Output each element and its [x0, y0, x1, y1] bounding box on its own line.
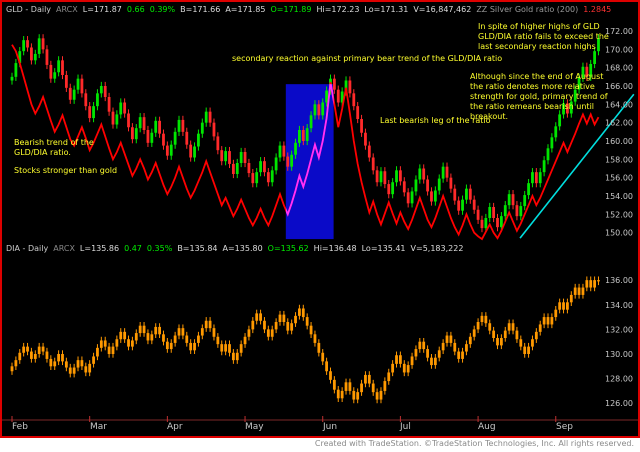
copyright-text: Created with TradeStation. ©TradeStation… [315, 439, 634, 448]
price-axis-label: 152.00 [605, 210, 633, 219]
quote-field: 0.39% [150, 5, 175, 14]
quote-field: O=171.89 [270, 5, 311, 14]
quote-field: 0.66 [127, 5, 145, 14]
month-label-may: May [245, 422, 264, 432]
quote-field: ZZ Silver Gold ratio (200) [476, 5, 578, 14]
price-axis-label: 136.00 [605, 276, 633, 285]
quote-field: 1.2845 [583, 5, 611, 14]
quote-field: A=135.80 [223, 244, 263, 253]
quote-field: ARCX [56, 5, 78, 14]
quote-field: Lo=171.31 [364, 5, 408, 14]
quote-field: Lo=135.41 [362, 244, 406, 253]
price-axis-label: 164.00 [605, 100, 633, 109]
time-axis[interactable]: Feb Mar Apr May Jun Jul Aug Sep [2, 422, 638, 434]
month-label-jun: Jun [323, 422, 337, 432]
price-axis-label: 134.00 [605, 301, 633, 310]
quote-field: O=135.62 [268, 244, 309, 253]
gld-quote-header: GLD - Daily ARCX L=171.87 0.66 0.39% B=171.66… [6, 3, 616, 16]
price-chart-canvas[interactable]: 150.00 152.00 154.00 156.00 158.00 160.00 162.… [2, 17, 638, 422]
dia-quote-header: DIA - Daily ARCX L=135.86 0.47 0.35% B=135.84… [6, 242, 468, 255]
price-axis-label: 170.00 [605, 45, 633, 54]
month-label-jul: Jul [400, 422, 411, 432]
quote-field: 0.35% [147, 244, 172, 253]
quote-field: L=171.87 [83, 5, 122, 14]
tradestation-chart-window: GLD - Daily ARCX L=171.87 0.66 0.39% B=171.66… [0, 0, 640, 438]
quote-field: GLD - Daily [6, 5, 51, 14]
price-axis-label: 126.00 [605, 399, 633, 408]
page-background: GLD - Daily ARCX L=171.87 0.66 0.39% B=171.66… [0, 0, 640, 452]
price-axis-label: 132.00 [605, 325, 633, 334]
price-axis-label: 150.00 [605, 229, 633, 238]
month-label-feb: Feb [12, 422, 28, 432]
quote-field: V=16,847,462 [413, 5, 471, 14]
quote-field: B=135.84 [177, 244, 217, 253]
quote-field: L=135.86 [80, 244, 119, 253]
quote-field: V=5,183,222 [411, 244, 464, 253]
price-axis-label: 160.00 [605, 137, 633, 146]
quote-field: ARCX [53, 244, 75, 253]
month-label-apr: Apr [167, 422, 183, 432]
price-axis-label: 154.00 [605, 192, 633, 201]
price-axis-label: 166.00 [605, 82, 633, 91]
price-axis-label: 158.00 [605, 155, 633, 164]
quote-field: Hi=136.48 [314, 244, 357, 253]
month-label-aug: Aug [478, 422, 496, 432]
price-axis-label: 156.00 [605, 174, 633, 183]
price-axis-label: 162.00 [605, 119, 633, 128]
price-axis-label: 172.00 [605, 27, 633, 36]
quote-field: Hi=172.23 [316, 5, 359, 14]
month-label-mar: Mar [90, 422, 107, 432]
price-axis-label: 168.00 [605, 64, 633, 73]
quote-field: B=171.66 [180, 5, 220, 14]
month-label-sep: Sep [556, 422, 573, 432]
quote-field: DIA - Daily [6, 244, 48, 253]
price-axis-label: 130.00 [605, 350, 633, 359]
price-axis-label: 128.00 [605, 375, 633, 384]
quote-field: A=171.85 [225, 5, 265, 14]
quote-field: 0.47 [124, 244, 142, 253]
